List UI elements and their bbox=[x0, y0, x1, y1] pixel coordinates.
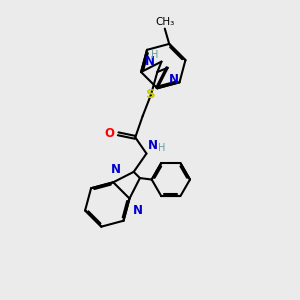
Text: N: N bbox=[111, 164, 121, 176]
Text: H: H bbox=[158, 143, 165, 153]
Text: N: N bbox=[169, 73, 179, 86]
Text: N: N bbox=[148, 139, 158, 152]
Text: O: O bbox=[105, 127, 115, 140]
Text: H: H bbox=[152, 50, 159, 60]
Text: N: N bbox=[145, 55, 155, 68]
Text: S: S bbox=[146, 88, 156, 101]
Text: N: N bbox=[133, 204, 143, 218]
Text: CH₃: CH₃ bbox=[155, 17, 174, 27]
